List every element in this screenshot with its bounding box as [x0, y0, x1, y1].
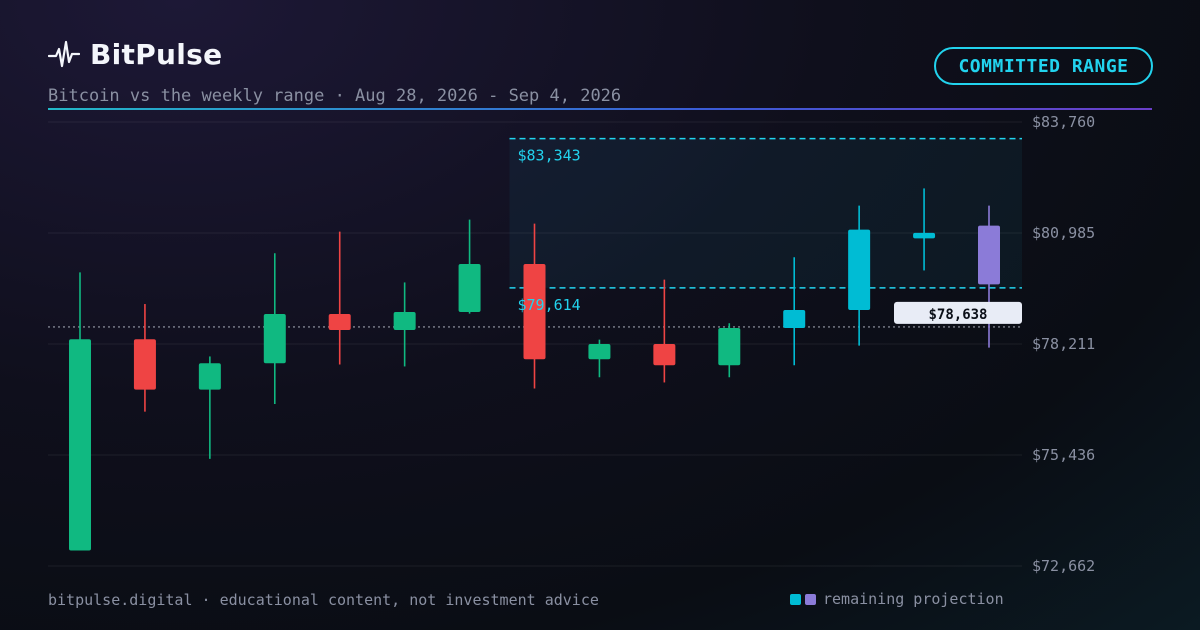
- y-tick-label: $72,662: [1032, 557, 1095, 575]
- candle-body: [393, 312, 416, 331]
- candle-body: [783, 310, 806, 329]
- candle: [848, 205, 871, 346]
- candle-body: [718, 328, 741, 366]
- candle-body: [978, 225, 1000, 285]
- candle: [393, 282, 416, 367]
- y-tick-label: $75,436: [1032, 446, 1095, 464]
- candle-body: [69, 339, 91, 551]
- candle-body: [133, 339, 156, 390]
- candle: [328, 231, 351, 365]
- range-low-label: $79,614: [518, 296, 581, 314]
- y-tick-label: $83,760: [1032, 113, 1095, 131]
- legend-label: remaining projection: [823, 590, 1004, 608]
- candle-body: [328, 314, 351, 331]
- y-tick-label: $80,985: [1032, 224, 1095, 242]
- candle: [133, 304, 156, 412]
- candle-body: [588, 344, 611, 360]
- pulse-icon: [48, 40, 80, 67]
- candle: [978, 205, 1000, 348]
- range-fill: [509, 138, 1022, 288]
- candle: [653, 279, 676, 383]
- range-high-label: $83,343: [518, 147, 581, 165]
- candle: [69, 272, 91, 551]
- committed-range-band: [509, 137, 1022, 289]
- candle-body: [198, 363, 221, 390]
- legend-swatch-projection-last: [805, 593, 816, 605]
- candle: [263, 253, 286, 405]
- current-price-label: $78,638: [928, 307, 987, 323]
- header-divider: [48, 108, 1152, 110]
- legend-swatch-projection: [790, 593, 801, 605]
- legend: remaining projection: [790, 590, 1004, 608]
- candle: [458, 219, 481, 314]
- candle-body: [523, 264, 546, 360]
- candle: [523, 223, 546, 389]
- candles: [69, 188, 1000, 551]
- header: BitPulse: [48, 38, 222, 71]
- y-axis-ticks: $83,760 $80,985 $78,211 $75,436 $72,662: [1032, 113, 1095, 575]
- candle: [198, 356, 221, 459]
- candle-body: [913, 232, 936, 239]
- candle: [718, 323, 741, 378]
- candle: [588, 339, 611, 378]
- chart-labels: $83,343 $79,614 $78,638: [518, 147, 1022, 324]
- candle-body: [653, 344, 676, 366]
- candle-body: [848, 229, 871, 311]
- current-price-tag: [894, 301, 1022, 324]
- footer-disclaimer: bitpulse.digital · educational content, …: [48, 591, 599, 609]
- committed-range-badge: COMMITTED RANGE: [934, 47, 1153, 85]
- candle: [913, 188, 936, 271]
- brand-name: BitPulse: [90, 38, 223, 71]
- candle: [783, 257, 806, 366]
- candle-body: [458, 264, 481, 313]
- candle-body: [263, 314, 286, 364]
- page-subtitle: Bitcoin vs the weekly range · Aug 28, 20…: [48, 86, 622, 106]
- y-tick-label: $78,211: [1032, 335, 1095, 353]
